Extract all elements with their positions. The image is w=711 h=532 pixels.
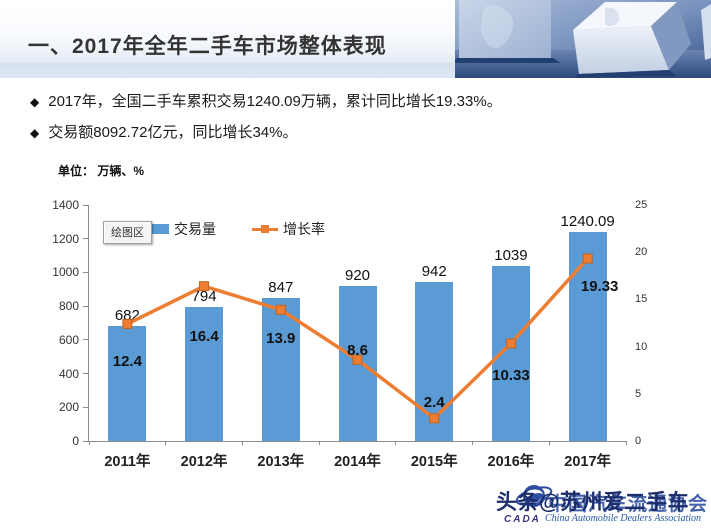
plot-area[interactable]: 交易量 增长率 绘图区 0 200 400 600 800 1000 1200 1400 0 5 10… [52, 198, 647, 470]
y-axis-left-tick-mark [83, 440, 88, 442]
y-axis-left-tick-label: 1200 [52, 231, 79, 246]
bar-value-label: 920 [344, 266, 371, 284]
growth-rate-value-label: 16.4 [189, 328, 219, 345]
y-axis-left-tick-mark [83, 373, 88, 375]
legend-label: 增长率 [283, 221, 325, 237]
growth-rate-value-label: 13.9 [266, 330, 296, 347]
cada-english-name: China Automobile Dealers Association [545, 513, 702, 524]
bar-value-label: 942 [421, 263, 447, 281]
cubes-world-art-icon [455, 0, 711, 78]
x-axis-tick-mark [165, 441, 167, 445]
x-axis-category-label: 2016年 [487, 454, 535, 470]
y-axis-left-tick-label: 0 [72, 434, 79, 448]
cada-globe-icon [515, 485, 553, 507]
x-axis-tick-mark [625, 441, 627, 445]
x-axis-category-label: 2011年 [104, 454, 151, 470]
y-axis-right-tick-label: 25 [635, 199, 648, 211]
x-axis-category-label: 2013年 [257, 454, 305, 470]
header-gradient [0, 8, 455, 78]
trading-volume-bar [568, 231, 607, 441]
x-axis-category-label: 2015年 [410, 454, 458, 470]
legend-item-trading-volume: 交易量 [147, 219, 216, 239]
legend-item-growth-rate: 增长率 [252, 219, 325, 239]
y-axis-right-tick-label: 10 [635, 340, 648, 353]
y-axis-right-tick-label: 0 [635, 435, 642, 447]
trading-volume-bar [108, 326, 147, 441]
x-axis-tick-mark [318, 441, 320, 445]
line-marker-icon [352, 354, 363, 365]
growth-rate-value-label: 12.4 [112, 353, 142, 370]
y-axis-right-tick-label: 20 [635, 246, 648, 259]
x-axis-tick-mark [472, 441, 474, 445]
y-axis-left-tick-label: 800 [58, 299, 79, 314]
x-axis-category-label: 2012年 [180, 454, 228, 470]
bar-value-label: 1240.09 [560, 212, 615, 230]
chart-legend: 交易量 增长率 [147, 219, 325, 239]
y-axis-right-tick-label: 5 [635, 387, 642, 400]
line-legend-marker-icon [252, 224, 278, 234]
bar-value-label: 1039 [494, 246, 528, 264]
diamond-bullet-icon: ◆ [30, 126, 40, 140]
line-marker-icon [582, 253, 593, 264]
bullet-text: 交易额8092.72亿元，同比增长34%。 [48, 124, 298, 141]
x-axis-tick-mark [88, 441, 90, 445]
trading-volume-bar [185, 307, 224, 441]
x-axis-tick-mark [241, 441, 243, 445]
bar-value-label: 794 [191, 288, 217, 306]
line-marker-icon [199, 281, 210, 292]
y-axis-left-tick-label: 1000 [52, 265, 79, 280]
diamond-bullet-icon: ◆ [30, 95, 40, 109]
growth-rate-line [122, 253, 593, 424]
line-marker-icon [275, 304, 286, 315]
y-axis-left-tick-mark [83, 339, 88, 341]
y-axis-left-tick-label: 200 [58, 400, 79, 415]
bar-value-label: 847 [268, 279, 294, 297]
chart-area: 交易量 增长率 绘图区 0 200 400 600 800 1000 1200 1400 0 5 10… [0, 195, 711, 475]
line-marker-icon [122, 318, 133, 329]
y-axis-left-tick-mark [83, 204, 88, 206]
chart-unit-label: 单位： 万辆、% [58, 164, 145, 178]
toutiao-watermark: 头条@苏州爱二手车 [496, 491, 689, 514]
trading-volume-bar [261, 298, 300, 441]
y-axis-right-tick-label: 15 [635, 293, 648, 306]
slide-header: 一、2017年全年二手车市场整体表现 [0, 0, 711, 78]
bullet-list: ◆ 2017年，全国二手车累积交易1240.09万辆，累计同比增长19.33%。… [30, 92, 690, 154]
bullet-item: ◆ 交易额8092.72亿元，同比增长34%。 [30, 123, 690, 143]
y-axis-left-tick-mark [83, 238, 88, 240]
cada-abbr-logo: CADA [504, 514, 541, 525]
bullet-item: ◆ 2017年，全国二手车累积交易1240.09万辆，累计同比增长19.33%。 [30, 92, 690, 112]
x-axis-category-label: 2017年 [564, 454, 612, 470]
page-title: 一、2017年全年二手车市场整体表现 [28, 35, 387, 58]
x-axis-category-label: 2014年 [334, 454, 381, 470]
y-axis-left-tick-mark [83, 406, 88, 408]
x-axis-tick-mark [548, 441, 550, 445]
y-axis-left-tick-label: 1400 [52, 198, 79, 212]
y-axis-left-tick-label: 400 [58, 366, 79, 381]
growth-rate-value-label: 8.6 [347, 342, 368, 359]
legend-label: 交易量 [174, 221, 216, 237]
plot-area-tooltip: 绘图区 [103, 221, 152, 244]
bar-legend-swatch-icon [147, 224, 169, 234]
line-marker-icon [505, 338, 516, 349]
bullet-text: 2017年，全国二手车累积交易1240.09万辆，累计同比增长19.33%。 [48, 93, 502, 110]
footer: CADA 中国汽车流通协会 头条@苏州爱二手车 China Automobile… [0, 478, 711, 532]
x-axis-tick-mark [395, 441, 397, 445]
growth-rate-value-label: 19.33 [580, 278, 619, 295]
cada-chinese-name: 中国汽车流通协会 [548, 494, 709, 515]
growth-rate-value-label: 2.4 [423, 394, 445, 411]
line-marker-icon [429, 413, 440, 424]
y-axis-left-tick-mark [83, 271, 88, 273]
y-axis-left-tick-label: 600 [58, 332, 79, 347]
growth-rate-value-label: 10.33 [492, 367, 530, 384]
y-axis-left-tick-mark [83, 305, 88, 307]
